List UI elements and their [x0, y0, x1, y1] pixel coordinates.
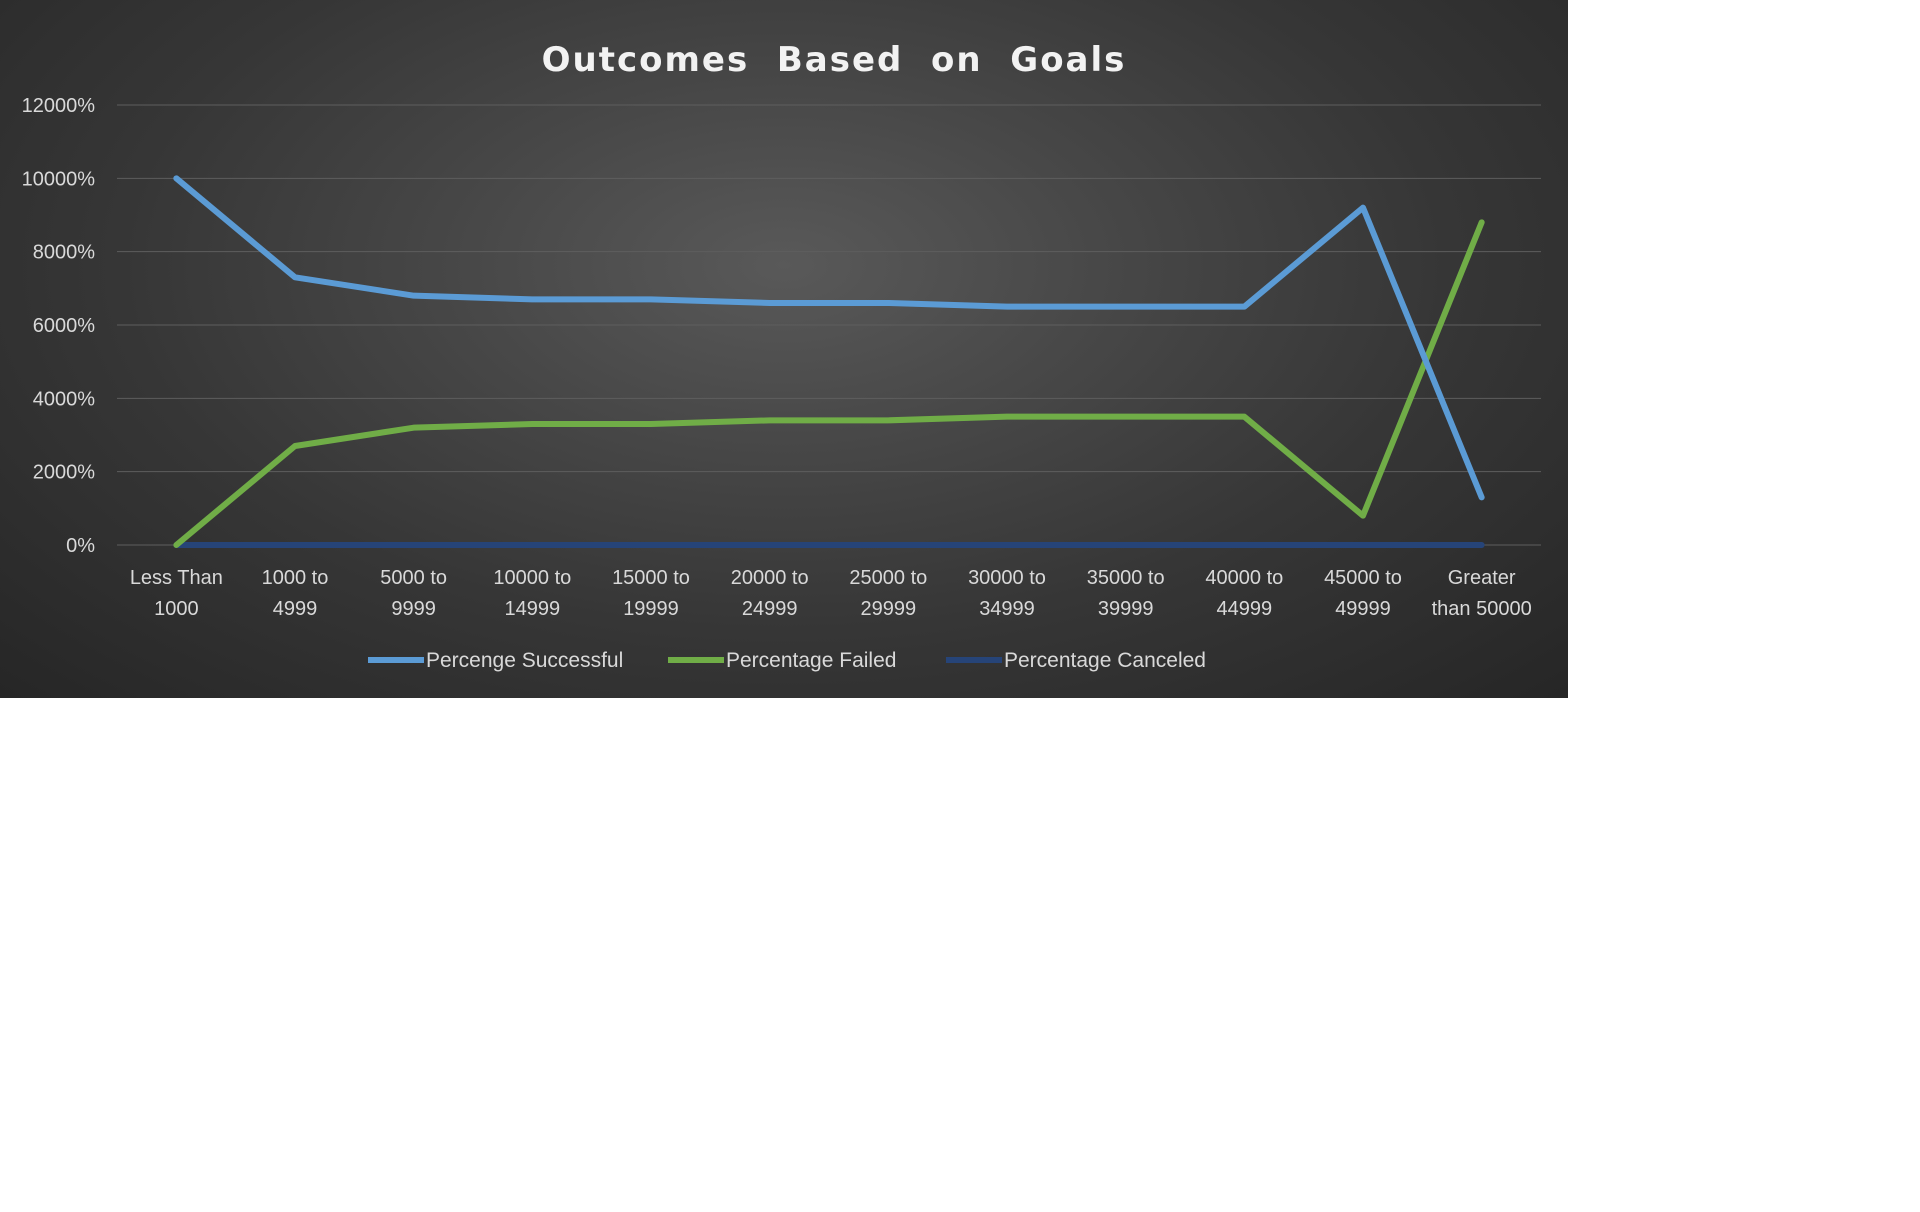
x-tick-label: 10000 to 14999: [493, 567, 571, 620]
x-tick-label: 45000 to 49999: [1324, 567, 1402, 620]
line-chart: Outcomes Based on Goals 0% 2000% 4000% 6000…: [22, 40, 1541, 672]
series-lines: [173, 175, 1485, 548]
y-tick-label: 8000%: [33, 242, 95, 264]
x-tick-label: 35000 to 39999: [1087, 567, 1165, 620]
x-tick-label: 15000 to 19999: [612, 567, 690, 620]
y-tick-label: 6000%: [33, 315, 95, 337]
y-tick-label: 12000%: [22, 95, 96, 117]
x-tick-label: 30000 to 34999: [968, 567, 1046, 620]
x-tick-label: 25000 to 29999: [849, 567, 927, 620]
x-tick-label: 1000 to 4999: [262, 567, 329, 620]
x-axis-tick-labels: Less Than 1000 1000 to 4999 5000 to 9999 10000…: [130, 567, 1532, 620]
y-axis-tick-labels: 0% 2000% 4000% 6000% 8000% 10000% 12000%: [22, 95, 96, 557]
series-line-1: [173, 219, 1485, 548]
y-tick-label: 10000%: [22, 168, 96, 190]
legend: Percenge Successful Percentage Failed Perc…: [368, 649, 1206, 672]
y-tick-label: 4000%: [33, 388, 95, 410]
chart-panel: Outcomes Based on Goals 0% 2000% 4000% 6000…: [0, 0, 1568, 698]
x-tick-label: 20000 to 24999: [731, 567, 809, 620]
x-tick-label: Less Than 1000: [130, 567, 223, 620]
y-tick-label: 0%: [66, 535, 95, 557]
legend-label: Percentage Canceled: [1004, 649, 1206, 672]
x-tick-label: 40000 to 44999: [1205, 567, 1283, 620]
chart-title: Outcomes Based on Goals: [542, 40, 1127, 80]
legend-label: Percenge Successful: [426, 649, 623, 672]
legend-label: Percentage Failed: [726, 649, 896, 672]
y-tick-label: 2000%: [33, 462, 95, 484]
series-line-0: [173, 175, 1485, 501]
x-tick-label: 5000 to 9999: [380, 567, 447, 620]
x-tick-label: Greater than 50000: [1432, 567, 1532, 620]
gridlines: [117, 104, 1541, 546]
